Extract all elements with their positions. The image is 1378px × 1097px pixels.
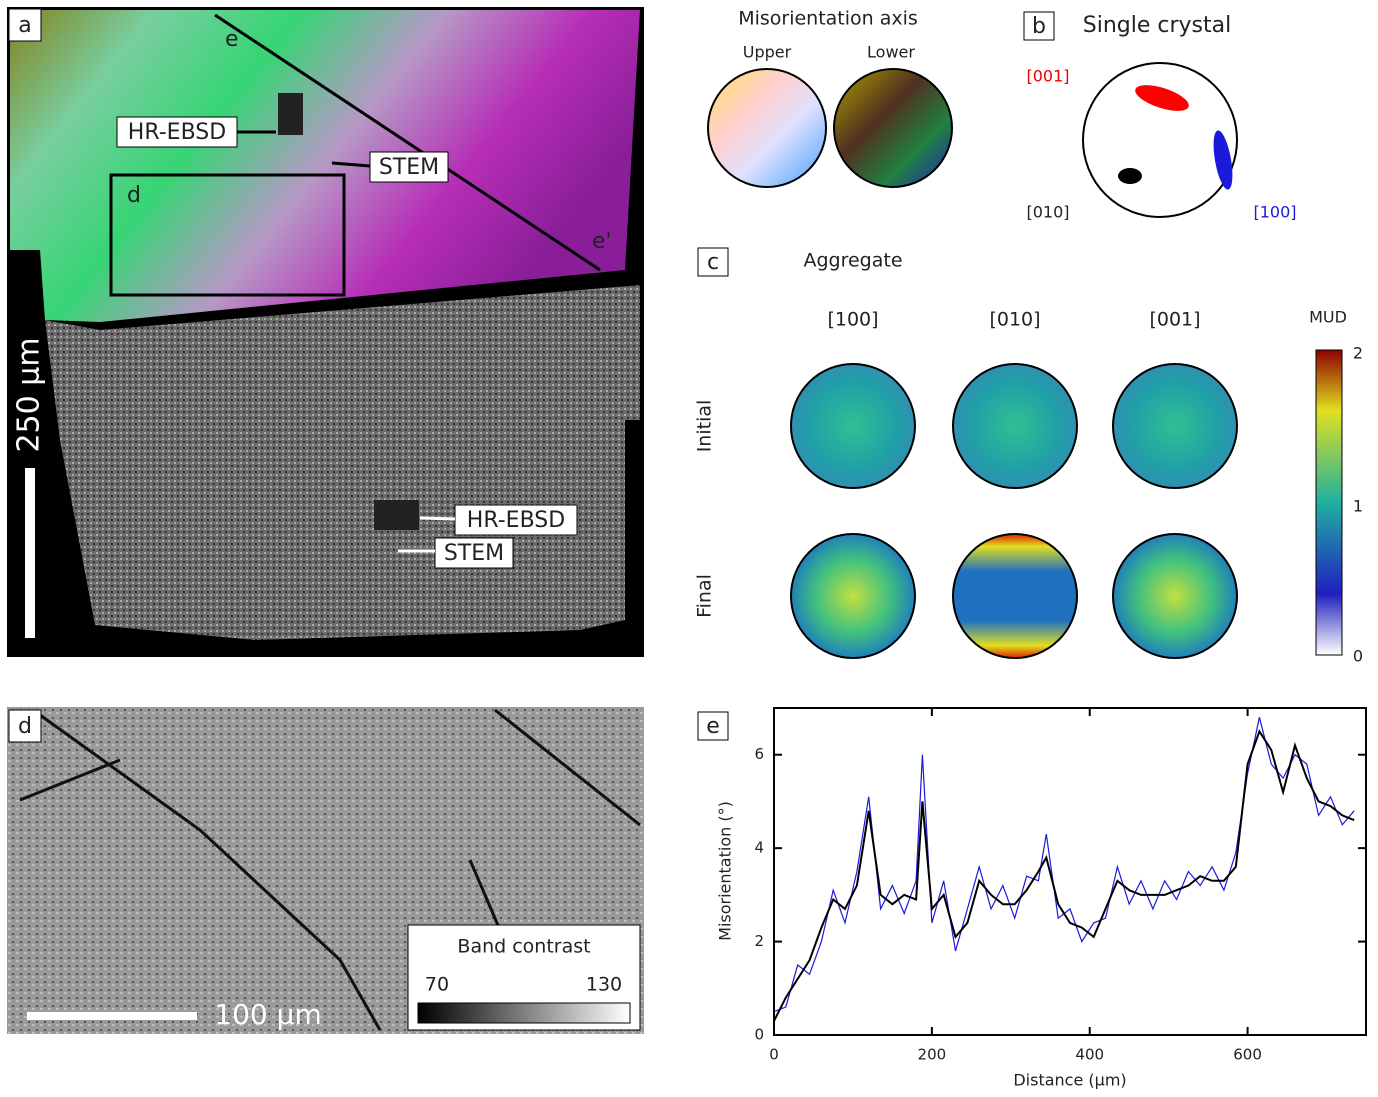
callout: STEM <box>379 155 439 180</box>
axis-label: [001] <box>1026 67 1069 86</box>
colorbar-tick: 0 <box>1353 647 1363 666</box>
panel-b: b Single crystal [001] [010] [100] <box>1023 11 1297 222</box>
pole-cluster <box>1118 168 1142 184</box>
panel-label: b <box>1032 14 1046 39</box>
panel-a: e e' d a HR-EBSD STEM HR-EBSD STEM 250 µ… <box>7 7 644 657</box>
pole-figure <box>1112 363 1238 489</box>
scale-bar <box>25 468 35 638</box>
arrow <box>419 516 456 521</box>
key-upper-disc <box>707 68 827 188</box>
panel-label: d <box>18 714 32 739</box>
y-tick-label: 2 <box>754 932 764 950</box>
column-header: [010] <box>989 309 1040 331</box>
colorbar-tick: 2 <box>1353 344 1363 363</box>
legend-min: 70 <box>425 974 449 996</box>
inset-label: d <box>127 183 141 208</box>
hr-ebsd-site <box>374 500 419 530</box>
pole-figure <box>1112 533 1238 659</box>
key-title: Misorientation axis <box>738 8 918 30</box>
inset-box <box>109 173 346 297</box>
arrow <box>331 161 371 168</box>
colorbar-tick: 1 <box>1353 497 1363 516</box>
column-header: [001] <box>1149 309 1200 331</box>
panel-title: Single crystal <box>1083 13 1231 38</box>
legend-gradient <box>417 1002 631 1024</box>
x-tick-label: 200 <box>918 1046 947 1064</box>
x-tick-label: 600 <box>1233 1046 1262 1064</box>
panel-label-box <box>1023 11 1055 41</box>
y-axis-label: Misorientation (°) <box>716 801 735 941</box>
panel-label-box <box>697 711 729 741</box>
panel-title: Aggregate <box>803 250 902 272</box>
axis-label: [010] <box>1026 203 1069 222</box>
x-tick-label: 400 <box>1075 1046 1104 1064</box>
callout-box <box>454 504 578 536</box>
pole-figure <box>790 363 916 489</box>
row-header: Initial <box>694 400 716 453</box>
panel-label-box <box>697 247 729 277</box>
scale-label: 100 µm <box>214 998 321 1031</box>
panel-label-box <box>8 709 42 743</box>
series-line <box>773 729 1355 1022</box>
callout: STEM <box>444 541 504 566</box>
callout-box <box>116 116 238 148</box>
axis-label: [100] <box>1253 203 1296 222</box>
legend-max: 130 <box>586 974 622 996</box>
plot-frame <box>773 707 1367 1036</box>
pole-figure <box>952 363 1078 489</box>
profile-end: e' <box>592 229 612 254</box>
legend-title: Band contrast <box>457 936 590 958</box>
scale-bar <box>27 1012 197 1020</box>
x-tick-label: 0 <box>769 1046 779 1064</box>
hr-ebsd-site <box>278 93 303 135</box>
profile-line <box>214 13 601 272</box>
key-upper: Upper <box>743 43 792 62</box>
colorbar <box>1315 349 1343 656</box>
pole-figure <box>952 533 1078 659</box>
profile-start: e <box>225 27 239 52</box>
panel-e: e Distance (μm) Misorientation (°) 02460… <box>697 707 1367 1090</box>
row-header: Final <box>694 574 716 618</box>
callout-box <box>369 151 449 183</box>
y-tick-label: 0 <box>754 1026 764 1044</box>
pole-cluster <box>1135 85 1189 111</box>
panel-label: a <box>18 13 31 38</box>
key-lower: Lower <box>867 43 915 62</box>
pole-cluster <box>1213 130 1233 190</box>
crack <box>19 708 641 1031</box>
callout: HR-EBSD <box>128 120 226 145</box>
column-header: [100] <box>827 309 878 331</box>
colorbar-title: MUD <box>1309 308 1347 327</box>
panel-label: c <box>707 250 719 275</box>
panel-label-box <box>8 8 42 42</box>
crystal-map <box>10 10 640 322</box>
pole-figure <box>790 533 916 659</box>
aggregate-map <box>45 285 640 640</box>
x-axis-label: Distance (μm) <box>1013 1071 1126 1090</box>
y-tick-label: 6 <box>754 745 764 763</box>
callout-box <box>434 537 514 569</box>
y-tick-label: 4 <box>754 839 764 857</box>
panel-label: e <box>706 714 720 739</box>
panel-d: d 100 µm Band contrast 70 130 <box>7 707 644 1034</box>
panel-c: c Aggregate [100] [010] [001] Initial Fi… <box>694 247 1363 666</box>
callout: HR-EBSD <box>467 508 565 533</box>
misorientation-key: Misorientation axis Upper Lower <box>707 8 953 188</box>
scale-label: 250 µm <box>12 337 47 452</box>
key-lower-disc <box>833 68 953 188</box>
